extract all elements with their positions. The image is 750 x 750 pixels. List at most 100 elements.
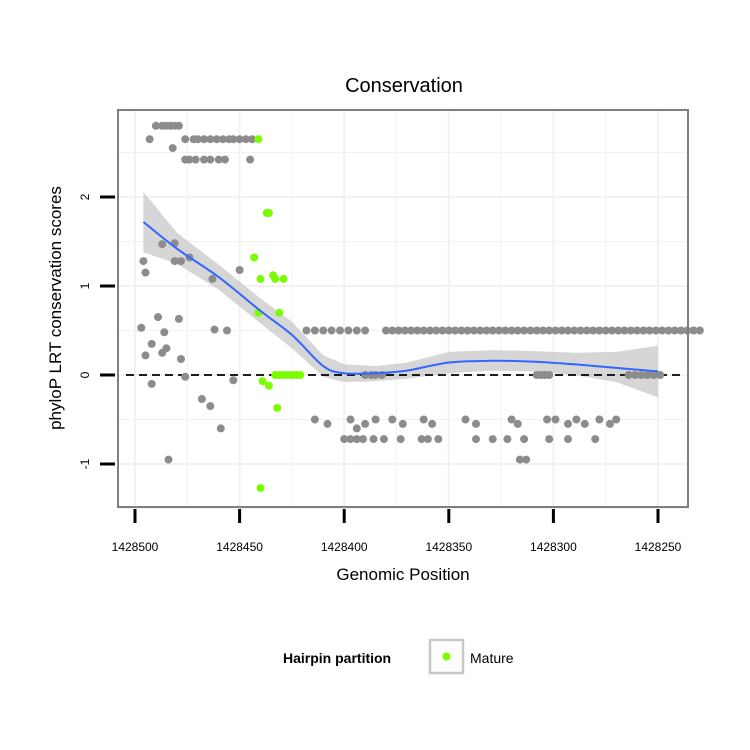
data-point-other <box>154 313 162 322</box>
data-point-other <box>352 435 361 444</box>
data-point-other <box>248 135 257 144</box>
data-point-other <box>319 326 328 335</box>
data-point-other <box>426 326 434 335</box>
data-point-other <box>346 415 355 424</box>
data-point-other <box>689 326 698 335</box>
data-point-other <box>545 371 554 379</box>
data-point-other <box>488 326 497 335</box>
data-point-other <box>482 326 491 335</box>
data-point-other <box>359 435 367 444</box>
data-point-other <box>235 266 244 274</box>
data-point-other <box>160 328 169 337</box>
data-point-other <box>637 371 646 379</box>
data-point-other <box>361 326 370 335</box>
data-point-other <box>212 135 221 144</box>
data-point-other <box>532 326 541 335</box>
data-point-other <box>614 326 623 335</box>
data-point-other <box>145 135 154 144</box>
data-point-other <box>344 326 353 335</box>
data-point-other <box>526 326 535 335</box>
data-point-other <box>229 376 238 385</box>
data-point-other <box>218 135 227 144</box>
data-point-other <box>543 415 552 424</box>
data-point-other <box>612 415 621 424</box>
data-point-other <box>419 326 428 335</box>
data-point-other <box>624 371 633 379</box>
x-tick-label: 1428300 <box>530 540 577 554</box>
data-point-other <box>645 326 654 335</box>
data-point-other <box>595 326 604 335</box>
data-point-other <box>177 257 185 266</box>
y-tick-label: 0 <box>78 371 92 378</box>
data-point-other <box>463 326 472 335</box>
data-point-other <box>371 415 380 424</box>
data-point-other <box>191 155 200 164</box>
data-point-mature <box>275 308 284 317</box>
data-point-other <box>472 419 480 428</box>
data-point-other <box>515 455 524 464</box>
data-point-other <box>649 371 658 379</box>
legend-label-mature: Mature <box>470 650 514 666</box>
data-point-other <box>620 326 629 335</box>
data-point-other <box>388 415 397 424</box>
data-point-other <box>605 419 614 428</box>
data-point-other <box>513 419 522 428</box>
data-point-other <box>413 326 422 335</box>
data-point-other <box>206 402 215 411</box>
data-point-mature <box>264 381 273 390</box>
y-tick-label: 1 <box>78 282 92 289</box>
data-point-other <box>576 326 585 335</box>
legend-key-mature-point <box>442 652 451 661</box>
chart-title: Conservation <box>345 75 463 97</box>
data-point-other <box>210 325 219 334</box>
data-point-other <box>457 326 466 335</box>
data-point-other <box>507 415 516 424</box>
data-point-other <box>246 155 255 164</box>
data-point-other <box>369 435 378 444</box>
data-point-other <box>428 419 437 428</box>
data-point-other <box>417 435 426 444</box>
x-tick-label: 1428350 <box>425 540 472 554</box>
data-point-other <box>214 155 223 164</box>
data-point-other <box>633 326 642 335</box>
legend: Hairpin partition Mature <box>283 638 514 675</box>
data-point-mature <box>258 377 267 386</box>
data-point-other <box>208 274 217 283</box>
data-point-other <box>310 326 319 335</box>
data-point-other <box>501 326 510 335</box>
data-point-other <box>419 415 428 424</box>
data-point-other <box>557 326 566 335</box>
data-point-other <box>206 135 215 144</box>
data-point-other <box>336 326 344 335</box>
data-point-other <box>432 326 441 335</box>
data-point-other <box>141 351 150 360</box>
legend-title: Hairpin partition <box>283 650 391 666</box>
data-point-other <box>352 326 361 335</box>
data-point-other <box>141 268 150 277</box>
data-point-other <box>382 326 390 335</box>
data-point-other <box>147 379 156 388</box>
data-point-other <box>340 435 349 444</box>
data-point-other <box>580 419 589 428</box>
data-point-mature <box>250 253 259 262</box>
data-point-other <box>451 326 460 335</box>
data-point-other <box>394 326 403 335</box>
x-tick-label: 1428450 <box>216 540 263 554</box>
data-point-other <box>658 326 667 335</box>
data-point-other <box>564 435 572 444</box>
grid-lines <box>118 110 688 509</box>
data-point-other <box>197 395 206 403</box>
data-point-other <box>423 435 432 444</box>
data-point-other <box>181 372 190 381</box>
data-point-other <box>507 326 516 335</box>
data-point-other <box>216 424 225 433</box>
data-point-other <box>572 415 581 424</box>
data-point-other <box>229 135 238 144</box>
data-point-other <box>438 326 447 335</box>
data-point-other <box>476 326 485 335</box>
data-point-other <box>388 326 397 335</box>
data-point-other <box>589 326 598 335</box>
points-mature-series <box>250 135 305 492</box>
data-point-other <box>570 326 579 335</box>
